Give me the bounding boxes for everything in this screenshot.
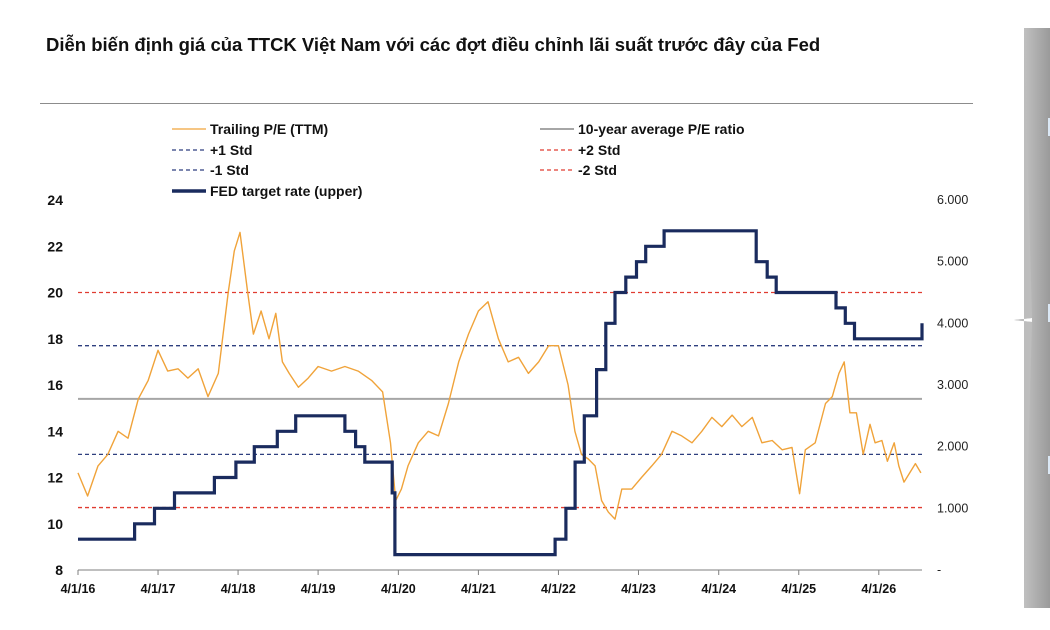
y-left-tick-label: 18 <box>47 331 63 347</box>
x-tick-label: 4/1/16 <box>61 582 96 596</box>
axes: 8 10 12 14 16 18 20 22 24 - 1.000 2.000 3.000 4.000 5.… <box>47 192 968 596</box>
x-tick-label: 4/1/20 <box>381 582 416 596</box>
plot-area <box>77 229 924 557</box>
y-left-tick-label: 16 <box>47 377 63 393</box>
x-tick-label: 4/1/24 <box>701 582 736 596</box>
legend-label: +2 Std <box>578 142 620 158</box>
y-left-tick-label: 22 <box>47 238 63 254</box>
y-right-tick-label: 5.000 <box>937 255 968 269</box>
y-right-tick-label: 6.000 <box>937 193 968 207</box>
y-left-tick-label: 14 <box>47 423 63 439</box>
x-tick-label: 4/1/22 <box>541 582 576 596</box>
x-tick-label: 4/1/18 <box>221 582 256 596</box>
legend-label: -2 Std <box>578 162 617 178</box>
title-divider <box>40 103 973 104</box>
y-left-tick-label: 10 <box>47 516 63 532</box>
x-tick-label: 4/1/26 <box>861 582 896 596</box>
legend-label: Trailing P/E (TTM) <box>210 121 328 137</box>
y-left-tick-label: 20 <box>47 285 63 301</box>
y-right-tick-label: 1.000 <box>937 501 968 515</box>
pe-series-line <box>77 231 922 520</box>
legend-label: 10-year average P/E ratio <box>578 121 745 137</box>
legend-label: FED target rate (upper) <box>210 183 362 199</box>
x-tick-label: 4/1/19 <box>301 582 336 596</box>
y-right-tick-label: 4.000 <box>937 316 968 330</box>
right-edge-decoration <box>1014 28 1050 608</box>
legend: Trailing P/E (TTM) 10-year average P/E ra… <box>172 121 745 199</box>
legend-label: -1 Std <box>210 162 249 178</box>
x-tick-label: 4/1/21 <box>461 582 496 596</box>
fed-rate-series-line <box>78 229 924 557</box>
y-right-tick-label: 3.000 <box>937 378 968 392</box>
legend-label: +1 Std <box>210 142 252 158</box>
reference-lines <box>78 291 922 509</box>
y-left-tick-label: 24 <box>47 192 63 208</box>
x-tick-label: 4/1/17 <box>141 582 176 596</box>
y-right-tick-label: - <box>937 563 941 577</box>
y-left-tick-label: 12 <box>47 470 63 486</box>
x-tick-label: 4/1/25 <box>781 582 816 596</box>
chart-title: Diễn biến định giá của TTCK Việt Nam với… <box>46 34 821 55</box>
y-left-tick-label: 8 <box>55 562 63 578</box>
y-right-tick-label: 2.000 <box>937 440 968 454</box>
x-tick-label: 4/1/23 <box>621 582 656 596</box>
